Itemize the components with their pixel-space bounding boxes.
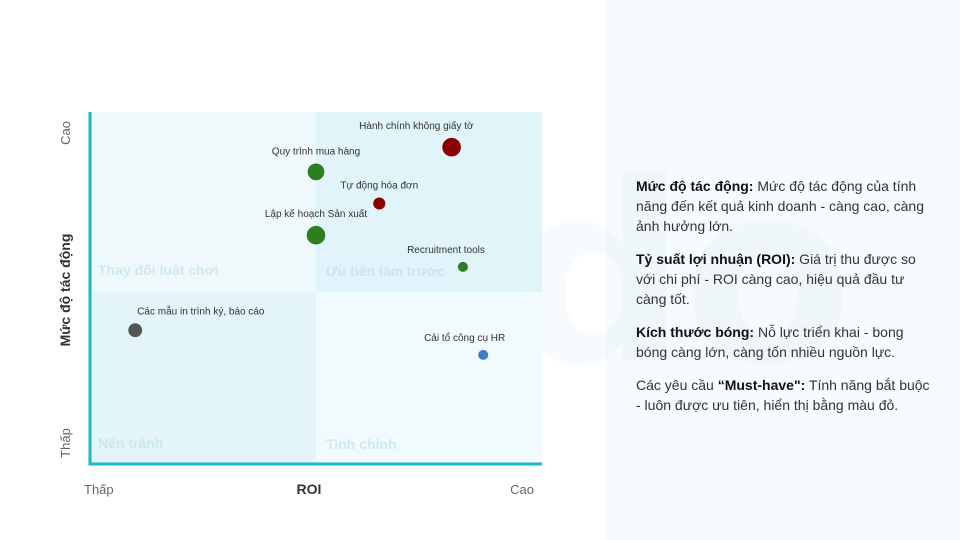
data-point	[457, 261, 468, 272]
legend-item-bubble-size: Kích thước bóng: Nỗ lực triển khai - bon…	[636, 322, 936, 362]
quadrant-bottom-left	[90, 292, 316, 464]
y-tick-label: Thấp	[58, 428, 73, 458]
legend-item-impact: Mức độ tác động: Mức độ tác động của tín…	[636, 176, 936, 236]
info-panel	[606, 0, 960, 540]
legend-prefix: Các yêu cầu	[636, 377, 718, 393]
legend: Mức độ tác động: Mức độ tác động của tín…	[636, 176, 936, 428]
impact-roi-chart: Thay đổi luật chơi Ưu tiên làm trước Nên t…	[57, 112, 542, 497]
data-point	[478, 349, 489, 360]
legend-item-must-have: Các yêu cầu “Must-have": Tính năng bắt b…	[636, 375, 936, 415]
quadrant-label: Nên tránh	[98, 435, 163, 451]
quadrant-label: Thay đổi luật chơi	[98, 262, 218, 278]
quadrant-label: Ưu tiên làm trước	[326, 263, 445, 279]
legend-term: Kích thước bóng:	[636, 324, 755, 340]
legend-desc: Nỗ lực triển khai - bong bóng càng lớn, …	[636, 324, 904, 360]
data-label: Tự động hóa đơn	[340, 180, 418, 191]
x-tick-label: Thấp	[84, 482, 114, 497]
y-axis-title: Mức độ tác động	[57, 234, 73, 347]
y-tick-label: Cao	[58, 121, 73, 145]
data-point	[442, 137, 461, 157]
legend-desc: Giá trị thu được so với chi phí - ROI cà…	[636, 251, 916, 307]
data-point	[373, 197, 386, 210]
data-point	[306, 225, 326, 245]
data-label: Quy trình mua hàng	[272, 146, 360, 157]
legend-term: Tỷ suất lợi nhuận (ROI):	[636, 251, 796, 267]
legend-term: Mức độ tác động:	[636, 178, 754, 194]
quadrant-top-left	[90, 112, 316, 292]
data-label: Lập kế hoạch Sản xuất	[265, 208, 368, 220]
data-point	[307, 163, 325, 181]
legend-desc: Mức độ tác động của tính năng đến kết qu…	[636, 178, 924, 234]
x-tick-label: Cao	[510, 482, 534, 497]
x-axis-title: ROI	[297, 481, 322, 497]
data-point	[128, 323, 143, 338]
data-label: Cải tổ công cụ HR	[424, 332, 505, 344]
data-label: Recruitment tools	[407, 245, 485, 256]
legend-term: “Must-have":	[717, 377, 806, 393]
data-label: Hành chính không giấy tờ	[359, 120, 474, 132]
quadrant-label: Tinh chỉnh	[326, 436, 397, 452]
quadrant-bottom-right	[316, 292, 542, 464]
legend-item-roi: Tỷ suất lợi nhuận (ROI): Giá trị thu đượ…	[636, 249, 936, 309]
legend-desc: Tính năng bắt buộc - luôn được ưu tiên, …	[636, 377, 930, 413]
data-label: Các mẫu in trình ký, báo cáo	[137, 304, 265, 317]
quadrant-top-right	[316, 112, 542, 292]
